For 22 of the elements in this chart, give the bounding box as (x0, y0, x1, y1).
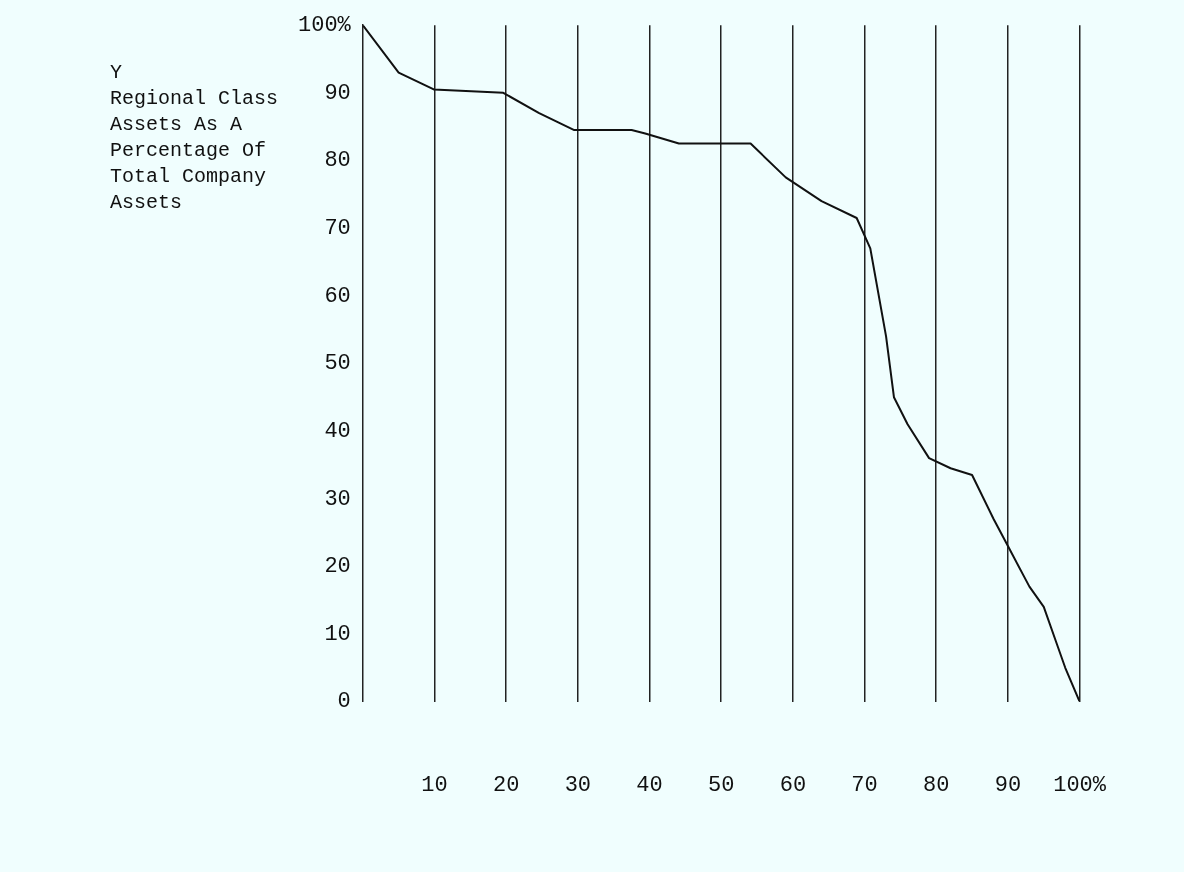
x-tick-label: 20 (492, 772, 520, 798)
y-tick-label: 0 (337, 689, 351, 715)
x-tick-label: 60 (779, 772, 807, 798)
y-tick-label: 20 (324, 554, 351, 580)
x-tick-label: 80 (923, 772, 950, 798)
y-tick-label: 50 (324, 351, 351, 377)
y-tick-label: 70 (324, 215, 351, 241)
y-tick-label: 100% (298, 13, 352, 39)
x-tick-label: 30 (564, 772, 592, 798)
y-axis-title: Y Regional Class Assets As A Percentage Of Total Company Assets (110, 60, 280, 216)
y-tick-label: 10 (324, 621, 351, 647)
x-tick-label: 70 (851, 772, 878, 798)
x-tick-label: 90 (994, 772, 1022, 798)
x-tick-label: 50 (708, 772, 735, 798)
y-tick-label: 80 (324, 148, 351, 174)
y-tick-label: 30 (324, 486, 351, 512)
y-tick-label: 60 (324, 283, 351, 309)
y-tick-label: 90 (324, 80, 351, 106)
y-tick-label: 40 (324, 418, 351, 444)
x-tick-label: 40 (636, 772, 663, 798)
x-tick-label: 10 (421, 772, 448, 798)
x-tick-label: 100% (1053, 772, 1107, 798)
